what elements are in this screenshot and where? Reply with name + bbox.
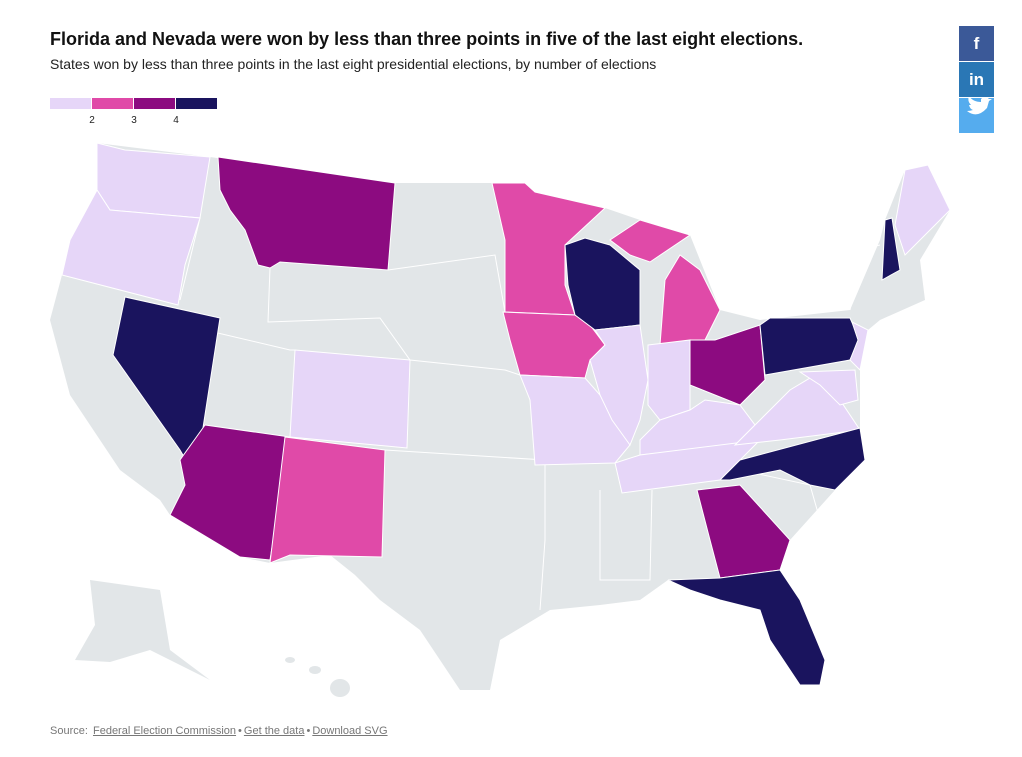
legend: 2 3 4 xyxy=(50,98,217,126)
state xyxy=(718,427,866,491)
state-border xyxy=(849,244,881,311)
state xyxy=(96,142,211,219)
twitter-icon xyxy=(967,96,992,115)
separator: • xyxy=(306,725,311,737)
alaska xyxy=(75,580,210,680)
state xyxy=(589,324,649,447)
state xyxy=(849,321,869,372)
legend-label: 2 xyxy=(89,115,95,126)
link[interactable]: Federal Election Commission xyxy=(92,725,237,737)
hawaii xyxy=(330,679,350,697)
state xyxy=(689,324,766,406)
state-border xyxy=(179,217,201,301)
legend-swatch xyxy=(92,98,133,109)
state xyxy=(217,156,396,271)
state xyxy=(667,569,826,686)
legend-swatch xyxy=(176,98,217,109)
state-border xyxy=(204,329,295,351)
legend-label: 3 xyxy=(131,115,137,126)
state xyxy=(609,219,692,263)
link[interactable]: Get the data xyxy=(243,725,305,737)
state-border xyxy=(599,489,653,581)
legend-swatch xyxy=(50,98,91,109)
subtitle: States won by less than three points in … xyxy=(50,56,657,72)
state-border xyxy=(384,449,546,611)
legend-swatch xyxy=(134,98,175,109)
state xyxy=(61,189,201,306)
footer: Source: Federal Election Commission • Get … xyxy=(50,725,390,737)
facebook-button[interactable]: f xyxy=(959,26,994,61)
state xyxy=(798,369,859,406)
state xyxy=(289,349,411,449)
link[interactable]: Download SVG xyxy=(312,725,388,737)
state xyxy=(491,182,607,316)
legend-label: 4 xyxy=(173,115,179,126)
state xyxy=(269,436,386,564)
linkedin-button[interactable]: in xyxy=(959,62,994,97)
source-label: Source: xyxy=(50,725,88,737)
state xyxy=(881,217,901,281)
state-border xyxy=(387,254,506,313)
state xyxy=(647,339,691,421)
state-border xyxy=(267,267,521,376)
hawaii xyxy=(285,657,295,663)
states xyxy=(61,142,951,686)
separator: • xyxy=(238,725,242,737)
hawaii xyxy=(309,666,321,674)
state xyxy=(894,164,951,256)
title: Florida and Nevada were won by less than… xyxy=(50,29,804,49)
